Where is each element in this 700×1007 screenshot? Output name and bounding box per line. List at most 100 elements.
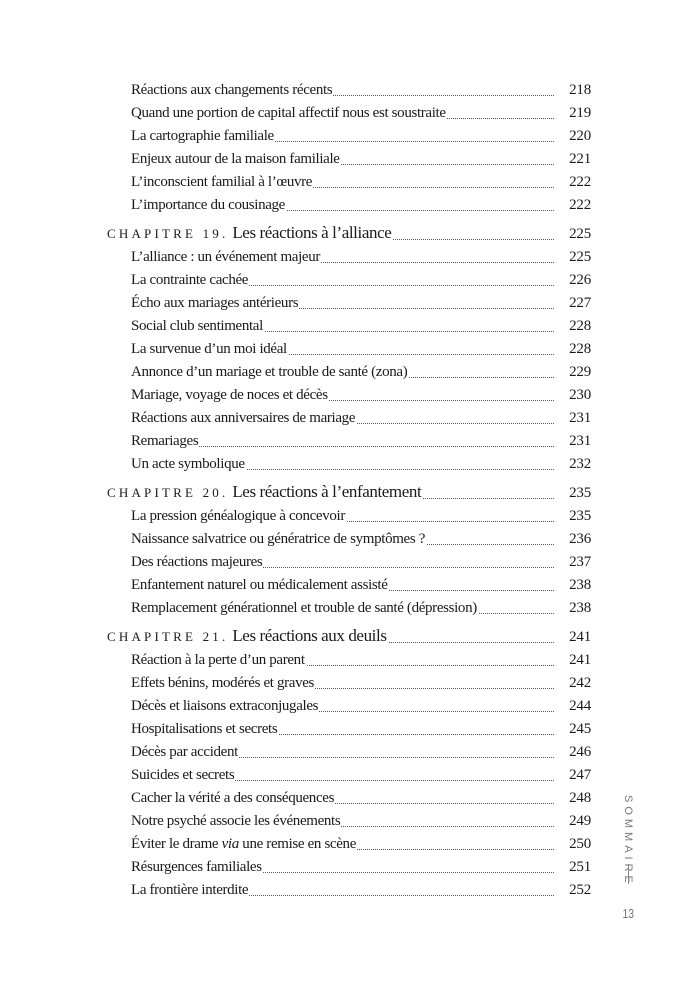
chapter-label: CHAPITRE 19.	[107, 226, 229, 241]
page-ref: 236	[569, 531, 591, 547]
toc-entry: Mariage, voyage de noces et décès 230	[0, 385, 700, 407]
entry-title: Hospitalisations et secrets	[131, 721, 279, 738]
page-ref: 242	[569, 675, 591, 691]
page-ref: 219	[569, 105, 591, 121]
page-ref: 232	[569, 456, 591, 472]
entry-title: Enjeux autour de la maison familiale	[131, 151, 341, 168]
chapter-title: Les réactions à l’enfantement	[232, 482, 422, 501]
entry-title-part: Éviter le drame	[131, 836, 222, 852]
entry-title: Résurgences familiales	[131, 859, 263, 876]
page-ref: 250	[569, 836, 591, 852]
page-ref: 231	[569, 433, 591, 449]
dot-leader	[131, 446, 554, 447]
dot-leader	[131, 95, 554, 96]
entry-title: L’alliance : un événement majeur	[131, 249, 321, 266]
entry-title: Réactions aux anniversaires de mariage	[131, 410, 357, 427]
chapter-title: Les réactions aux deuils	[232, 626, 387, 645]
page-ref: 222	[569, 197, 591, 213]
toc-entry: Décès par accident 246	[0, 742, 700, 764]
chapter-row: CHAPITRE 21. Les réactions aux deuils 241	[0, 626, 700, 649]
toc-entry: Éviter le drame via une remise en scène 2…	[0, 834, 700, 856]
page-ref: 228	[569, 318, 591, 334]
entry-title: Un acte symbolique	[131, 456, 246, 473]
entry-title: Réactions aux changements récents	[131, 82, 334, 99]
entry-title: Réaction à la perte d’un parent	[131, 652, 306, 669]
toc-entry: La contrainte cachée 226	[0, 270, 700, 292]
side-divider	[628, 864, 629, 884]
page-ref: 245	[569, 721, 591, 737]
entry-title: Mariage, voyage de noces et décès	[131, 387, 329, 404]
dot-leader	[131, 285, 554, 286]
chapter-label: CHAPITRE 21.	[107, 629, 229, 644]
page-ref: 241	[569, 629, 591, 645]
toc-entry: La pression généalogique à concevoir 235	[0, 506, 700, 528]
dot-leader	[131, 895, 554, 896]
toc-entry: Notre psyché associe les événements 249	[0, 811, 700, 833]
entry-title: La cartographie familiale	[131, 128, 275, 145]
page-ref: 238	[569, 577, 591, 593]
entry-title: L’importance du cousinage	[131, 197, 286, 214]
page-ref: 231	[569, 410, 591, 426]
toc-entry: Résurgences familiales 251	[0, 857, 700, 879]
page-ref: 220	[569, 128, 591, 144]
page-ref: 225	[569, 249, 591, 265]
page-ref: 247	[569, 767, 591, 783]
entry-title: Naissance salvatrice ou génératrice de s…	[131, 531, 427, 548]
entry-title: Annonce d’un mariage et trouble de santé…	[131, 364, 409, 381]
toc-entry: Remariages 231	[0, 431, 700, 453]
dot-leader	[131, 780, 554, 781]
toc-entry: Annonce d’un mariage et trouble de santé…	[0, 362, 700, 384]
toc-entry: Naissance salvatrice ou génératrice de s…	[0, 529, 700, 551]
page-ref: 225	[569, 226, 591, 242]
dot-leader	[131, 734, 554, 735]
entry-title-part: une remise en scène	[238, 836, 356, 852]
dot-leader	[131, 400, 554, 401]
toc-entry: La frontière interdite 252	[0, 880, 700, 902]
page-ref: 237	[569, 554, 591, 570]
toc-entry: Réactions aux anniversaires de mariage 23…	[0, 408, 700, 430]
toc-entry: Réaction à la perte d’un parent 241	[0, 650, 700, 672]
page-ref: 221	[569, 151, 591, 167]
dot-leader	[131, 826, 554, 827]
toc-entry: Écho aux mariages antérieurs 227	[0, 293, 700, 315]
entry-title: CHAPITRE 21. Les réactions aux deuils	[107, 626, 388, 646]
page-ref: 235	[569, 485, 591, 501]
dot-leader	[131, 688, 554, 689]
chapter-label: CHAPITRE 20.	[107, 485, 229, 500]
toc-entry: Effets bénins, modérés et graves 242	[0, 673, 700, 695]
chapter-row: CHAPITRE 20. Les réactions à l’enfanteme…	[0, 482, 700, 505]
entry-title-part: via	[221, 836, 240, 852]
toc-entry: Hospitalisations et secrets 245	[0, 719, 700, 741]
toc-entry: L’inconscient familial à l’œuvre 222	[0, 172, 700, 194]
entry-title: Quand une portion de capital affectif no…	[131, 105, 447, 122]
dot-leader	[131, 331, 554, 332]
entry-title: Décès par accident	[131, 744, 239, 761]
entry-title: L’inconscient familial à l’œuvre	[131, 174, 314, 191]
page-ref: 227	[569, 295, 591, 311]
page-ref: 226	[569, 272, 591, 288]
toc-entry: Cacher la vérité a des conséquences 248	[0, 788, 700, 810]
page-ref: 249	[569, 813, 591, 829]
dot-leader	[131, 308, 554, 309]
dot-leader	[131, 187, 554, 188]
entry-title: Effets bénins, modérés et graves	[131, 675, 316, 692]
page-ref: 251	[569, 859, 591, 875]
dot-leader	[131, 210, 554, 211]
page-ref: 252	[569, 882, 591, 898]
entry-title: CHAPITRE 20. Les réactions à l’enfanteme…	[107, 482, 423, 502]
chapter-title: Les réactions à l’alliance	[232, 223, 392, 242]
toc-entry: Réactions aux changements récents 218	[0, 80, 700, 102]
dot-leader	[131, 757, 554, 758]
toc-entry: Des réactions majeures 237	[0, 552, 700, 574]
page-ref: 230	[569, 387, 591, 403]
page-ref: 218	[569, 82, 591, 98]
page-ref: 228	[569, 341, 591, 357]
entry-title: La survenue d’un moi idéal	[131, 341, 288, 358]
toc-entry: L’importance du cousinage 222	[0, 195, 700, 217]
entry-title: CHAPITRE 19. Les réactions à l’alliance	[107, 223, 393, 243]
page-ref: 235	[569, 508, 591, 524]
entry-title: Enfantement naturel ou médicalement assi…	[131, 577, 389, 594]
entry-title: La contrainte cachée	[131, 272, 250, 289]
page-ref: 238	[569, 600, 591, 616]
chapter-row: CHAPITRE 19. Les réactions à l’alliance 2…	[0, 223, 700, 246]
